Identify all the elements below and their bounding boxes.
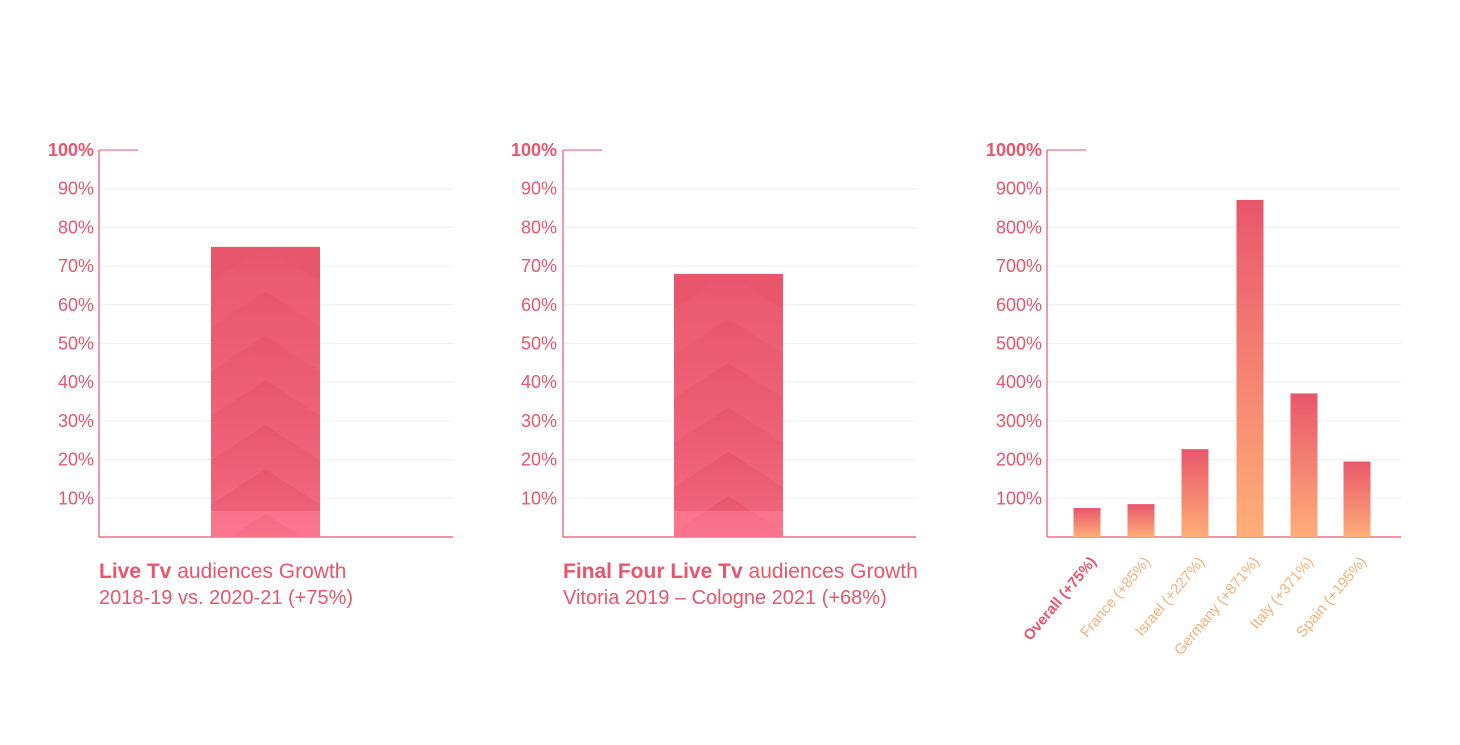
caption-final-four-highlight: Final Four Live Tv (563, 560, 743, 583)
y-tick-label: 50% (58, 334, 94, 354)
caption-live-tv-rest: audiences Growth (171, 560, 347, 583)
y-tick-label: 10% (521, 488, 557, 508)
y-tick-label: 70% (58, 256, 94, 276)
y-tick-label: 400% (996, 372, 1042, 392)
chart-final-four-growth: 10% 20% 30% 40% 50% 60% 70% 80% 90% 100% (511, 140, 916, 538)
y-tick-label: 100% (996, 488, 1042, 508)
y-tick-label: 80% (58, 217, 94, 237)
caption-final-four-rest: audiences Growth (742, 560, 918, 583)
y-tick-label: 900% (996, 179, 1042, 199)
y-tick-label: 300% (996, 411, 1042, 431)
y-tick-label: 20% (521, 450, 557, 470)
y-tick-label: 30% (58, 411, 94, 431)
y-tick-label: 90% (521, 179, 557, 199)
bar (1236, 199, 1264, 537)
y-tick-label: 600% (996, 295, 1042, 315)
y-tick-label: 40% (521, 372, 557, 392)
caption-live-tv-subtitle: 2018-19 vs. 2020-21 (+75%) (99, 587, 354, 609)
y-tick-label: 700% (996, 256, 1042, 276)
caption-final-four-subtitle: Vitoria 2019 – Cologne 2021 (+68%) (563, 587, 887, 609)
y-tick-label: 30% (521, 411, 557, 431)
caption-live-tv-highlight: Live Tv (99, 560, 172, 583)
caption-final-four: Final Four Live Tv audiences Growth Vito… (563, 559, 918, 611)
y-tick-label: 1000% (986, 140, 1042, 160)
y-tick-label: 40% (58, 372, 94, 392)
chart-live-tv-growth: 10% 20% 30% 40% 50% 60% 70% 80% 90% 100% (48, 140, 453, 538)
caption-live-tv: Live Tv audiences Growth 2018-19 vs. 202… (99, 559, 353, 611)
bar (1181, 449, 1209, 537)
y-tick-label: 70% (521, 256, 557, 276)
y-tick-label: 20% (58, 450, 94, 470)
y-tick-label: 100% (48, 140, 94, 160)
y-tick-label: 500% (996, 334, 1042, 354)
bar (1343, 461, 1371, 537)
y-tick-label: 800% (996, 217, 1042, 237)
bar (674, 273, 783, 537)
y-tick-label: 60% (521, 295, 557, 315)
y-tick-label: 10% (58, 488, 94, 508)
y-tick-label: 200% (996, 450, 1042, 470)
bar (1127, 504, 1155, 537)
bar (1290, 393, 1318, 537)
bar (1073, 507, 1101, 537)
y-tick-label: 50% (521, 334, 557, 354)
y-tick-label: 60% (58, 295, 94, 315)
y-tick-label: 100% (511, 140, 557, 160)
y-tick-label: 90% (58, 179, 94, 199)
bar (211, 246, 320, 537)
y-tick-label: 80% (521, 217, 557, 237)
chart-country-growth: 100% 200% 300% 400% 500% 600% 700% 800% 900% 1000… (986, 140, 1401, 659)
